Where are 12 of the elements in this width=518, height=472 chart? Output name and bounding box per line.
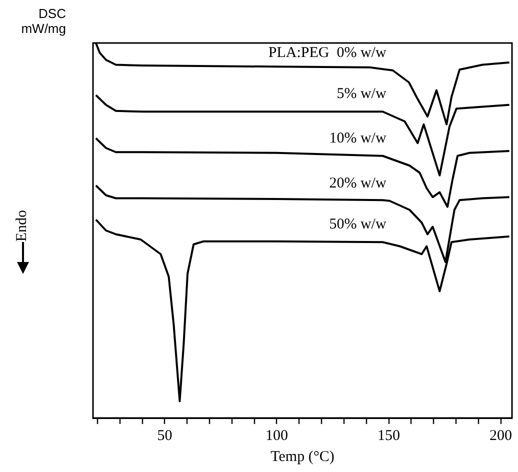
x-tick-label: 50 (157, 428, 172, 444)
series-label: 5% w/w (336, 86, 386, 102)
x-tick-label: 100 (265, 428, 288, 444)
text: Endo (14, 210, 31, 242)
x-tick-label: 200 (490, 428, 512, 444)
series-label: 50% w/w (329, 216, 386, 233)
series-label: PLA:PEG 0% w/w (268, 44, 386, 61)
x-axis-title: Temp (°C) (270, 448, 334, 465)
series-label: 20% w/w (329, 175, 386, 192)
y-axis-title: DSC mW/mg (20, 6, 66, 36)
series-label: 10% w/w (329, 130, 386, 146)
x-tick-label: 150 (378, 428, 400, 444)
